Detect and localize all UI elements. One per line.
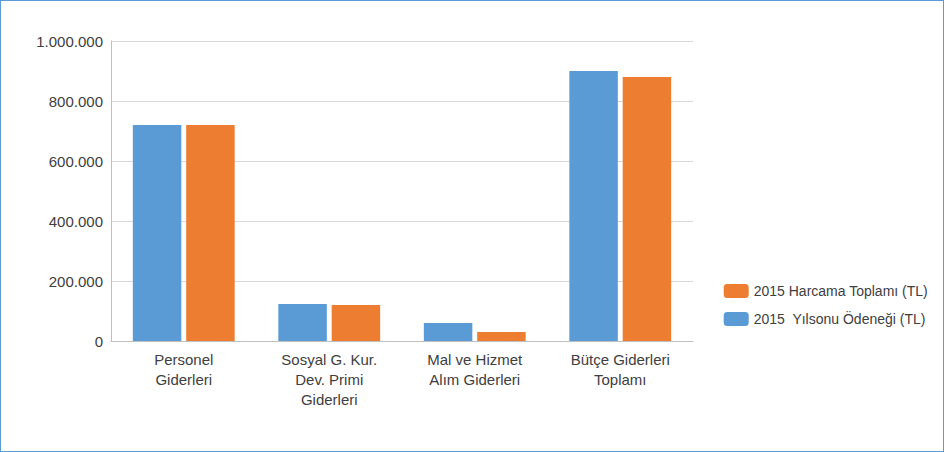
svg-text:2015 Harcama Toplamı (TL): 2015 Harcama Toplamı (TL) (754, 283, 928, 299)
svg-text:Alım Giderleri: Alım Giderleri (429, 371, 520, 388)
svg-text:Bütçe Giderleri: Bütçe Giderleri (571, 351, 670, 368)
svg-text:Giderleri: Giderleri (155, 371, 212, 388)
svg-text:0: 0 (95, 333, 103, 350)
svg-text:1.000.000: 1.000.000 (36, 33, 103, 50)
svg-text:600.000: 600.000 (49, 153, 103, 170)
svg-text:Dev. Primi: Dev. Primi (295, 371, 363, 388)
svg-text:Personel: Personel (154, 351, 213, 368)
svg-text:400.000: 400.000 (49, 213, 103, 230)
svg-text:Toplamı: Toplamı (594, 371, 647, 388)
svg-text:Sosyal G. Kur.: Sosyal G. Kur. (281, 351, 377, 368)
svg-text:800.000: 800.000 (49, 93, 103, 110)
svg-text:200.000: 200.000 (49, 273, 103, 290)
svg-text:Mal ve Hizmet: Mal ve Hizmet (427, 351, 523, 368)
svg-text:Giderleri: Giderleri (301, 391, 358, 408)
svg-text:2015 Yılsonu Ödeneği (TL): 2015 Yılsonu Ödeneği (TL) (754, 310, 926, 327)
